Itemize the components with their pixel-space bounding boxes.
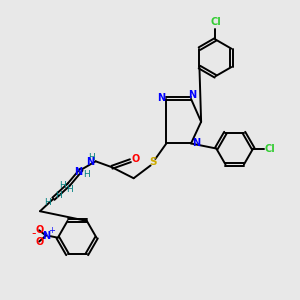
Text: H: H	[83, 170, 90, 179]
Text: O: O	[35, 225, 43, 235]
Text: O: O	[35, 237, 43, 247]
Text: N: N	[188, 90, 196, 100]
Text: O: O	[132, 154, 140, 164]
Text: H: H	[88, 153, 94, 162]
Text: S: S	[149, 158, 157, 167]
Text: Cl: Cl	[210, 17, 221, 27]
Text: H: H	[59, 181, 66, 190]
Text: H: H	[44, 198, 51, 207]
Text: N: N	[86, 157, 94, 167]
Text: +: +	[48, 226, 55, 235]
Text: Cl: Cl	[265, 143, 276, 154]
Text: N: N	[42, 231, 50, 241]
Text: N: N	[192, 138, 200, 148]
Text: H: H	[56, 191, 62, 200]
Text: H: H	[66, 185, 73, 194]
Text: N: N	[74, 167, 82, 177]
Text: N: N	[157, 93, 165, 103]
Text: -: -	[32, 227, 36, 240]
